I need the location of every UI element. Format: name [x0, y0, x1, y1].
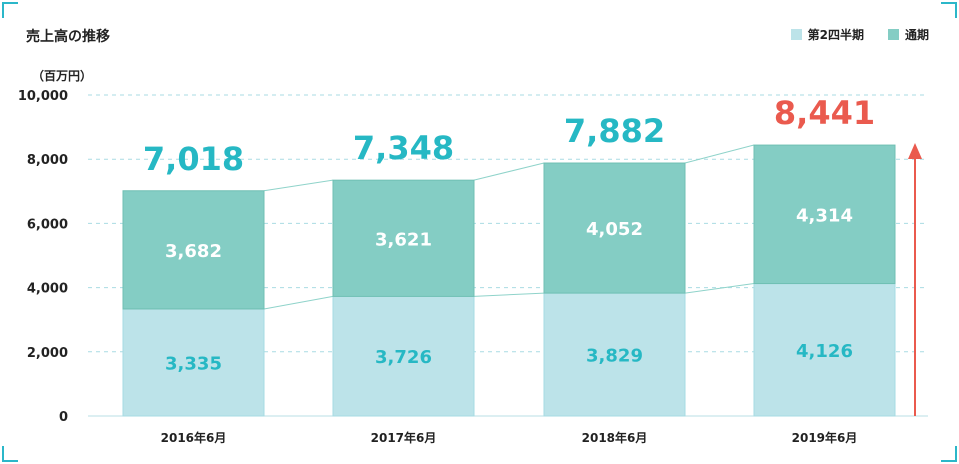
legend: 第2四半期 通期	[790, 26, 929, 43]
bar-q2	[332, 295, 475, 417]
y-tick-label: 4,000	[27, 282, 68, 297]
data-label-full-year: 4,314	[796, 205, 853, 226]
corner-bottom-left	[2, 446, 18, 462]
data-label-full-year: 3,621	[375, 229, 432, 250]
connector-line-total	[473, 162, 545, 181]
legend-label-q2: 第2四半期	[807, 28, 864, 42]
data-label-q2: 4,126	[796, 341, 853, 362]
bar-full-year	[753, 144, 896, 285]
bar-full-year	[332, 179, 475, 297]
legend-item-q2: 第2四半期	[790, 26, 864, 43]
total-label: 7,882	[564, 112, 665, 150]
bar-q2	[753, 283, 896, 417]
y-tick-label: 6,000	[27, 217, 68, 232]
data-label-q2: 3,829	[586, 346, 643, 367]
chart-title: 売上高の推移	[26, 29, 110, 45]
legend-swatch-full-year	[887, 29, 899, 40]
x-tick-label: 2018年6月	[582, 430, 648, 445]
y-tick-label: 2,000	[27, 346, 68, 361]
total-label: 8,441	[774, 94, 875, 132]
connector-line-total	[263, 179, 334, 192]
corner-top-left	[2, 2, 18, 18]
data-label-q2: 3,335	[165, 353, 222, 374]
total-label: 7,348	[353, 129, 454, 167]
y-tick-label: 10,000	[18, 89, 68, 104]
bar-q2	[122, 308, 265, 417]
legend-label-full-year: 通期	[904, 28, 929, 42]
bar-q2	[543, 292, 686, 417]
legend-item-full-year: 通期	[887, 26, 929, 43]
connector-line-q2	[263, 295, 334, 310]
x-tick-label: 2016年6月	[161, 430, 227, 445]
corner-bottom-right	[941, 446, 957, 462]
data-label-full-year: 4,052	[586, 219, 643, 240]
corner-top-right	[941, 2, 957, 18]
connector-line-total	[684, 144, 755, 164]
connector-line-q2	[473, 292, 545, 297]
bar-full-year	[543, 162, 686, 294]
growth-arrow-head	[908, 143, 922, 159]
data-label-q2: 3,726	[375, 347, 432, 368]
y-tick-label: 8,000	[27, 153, 68, 168]
x-tick-label: 2019年6月	[792, 430, 858, 445]
legend-swatch-q2	[790, 29, 802, 40]
y-tick-label: 0	[59, 410, 68, 425]
connector-line-q2	[684, 283, 755, 294]
total-label: 7,018	[143, 140, 244, 178]
bar-full-year	[122, 190, 265, 310]
x-tick-label: 2017年6月	[371, 430, 437, 445]
y-unit-label: （百万円）	[32, 68, 92, 83]
data-label-full-year: 3,682	[165, 241, 222, 262]
